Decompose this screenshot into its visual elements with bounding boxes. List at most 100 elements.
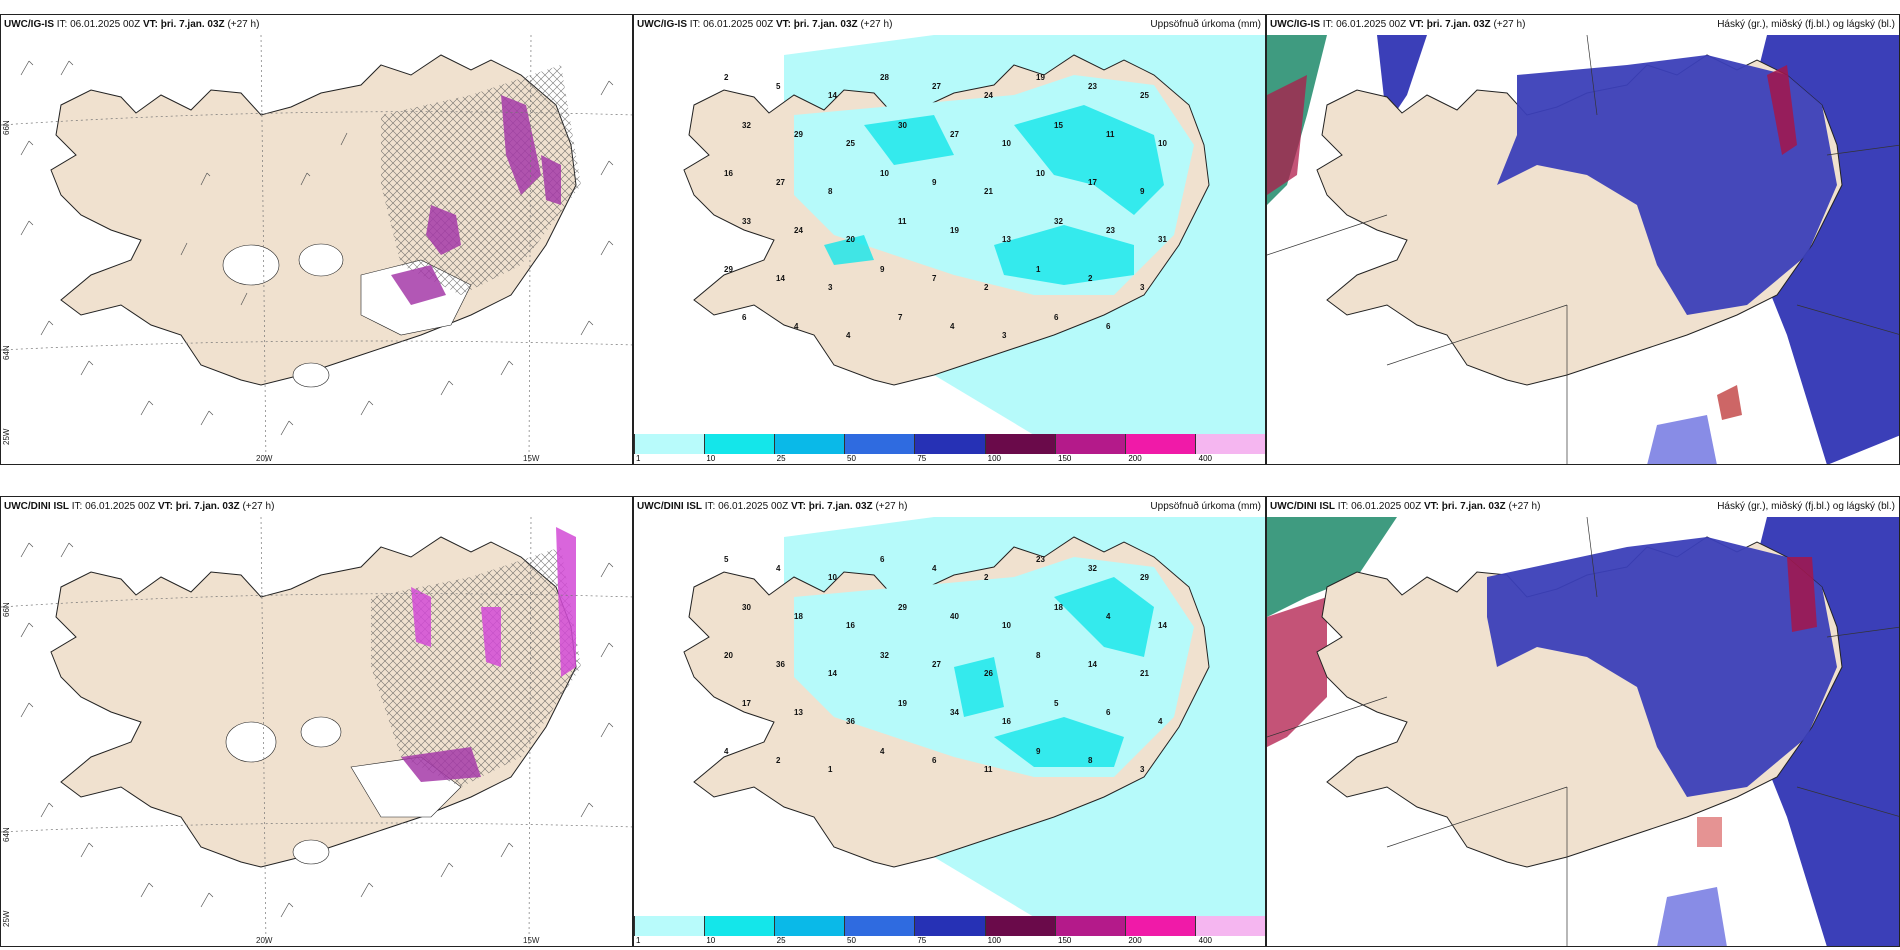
precip-value-label: 29 (794, 130, 803, 139)
precip-value-label: 4 (794, 322, 799, 331)
precip-value-label: 24 (794, 226, 803, 235)
panel-wind-igis: UWC/IG-IS IT: 06.01.2025 00Z VT: þri. 7.… (0, 14, 633, 465)
precip-value-label: 20 (724, 651, 733, 660)
legend-swatch (704, 916, 775, 936)
precip-value-label: 32 (1054, 217, 1063, 226)
legend-swatch (914, 434, 985, 454)
precip-value-label: 27 (932, 660, 941, 669)
precip-value-label: 5 (776, 82, 781, 91)
precip-value-label: 24 (984, 91, 993, 100)
precip-value-labels: 5410642233229301816294010184142036143227… (724, 555, 1167, 774)
lon-label-15w: 15W (523, 454, 540, 463)
precip-value-label: 29 (724, 265, 733, 274)
panel-header: UWC/DINI ISL IT: 06.01.2025 00Z VT: þri.… (4, 501, 275, 512)
legend-tick-label: 1 (636, 936, 641, 945)
lat-label-66: 66N (2, 602, 11, 617)
wind-barbs (20, 542, 614, 918)
precip-value-label: 30 (898, 121, 907, 130)
precip-value-label: 14 (1158, 621, 1167, 630)
precip-value-label: 29 (1140, 573, 1149, 582)
precip-map: 2514282724192325322925302710151110162781… (683, 35, 1265, 435)
precip-legend-labels: 1 10 25 50 75 100 150 200 400 (634, 936, 1265, 946)
precip-value-label: 7 (898, 313, 903, 322)
legend-swatch (1194, 916, 1265, 936)
panel-title: Háský (gr.), miðský (fj.bl.) og lágský (… (1717, 501, 1895, 512)
precip-value-label: 25 (846, 139, 855, 148)
precip-legend (634, 916, 1265, 936)
legend-tick-label: 25 (776, 936, 786, 945)
precip-value-label: 30 (742, 603, 751, 612)
legend-swatch (1124, 434, 1195, 454)
legend-tick-label: 150 (1058, 454, 1072, 463)
precip-value-label: 2 (984, 283, 989, 292)
legend-tick-label: 400 (1198, 936, 1213, 945)
panel-header: UWC/IG-IS IT: 06.01.2025 00Z VT: þri. 7.… (4, 19, 260, 30)
precip-value-label: 28 (880, 73, 889, 82)
precip-value-label: 5 (1054, 699, 1059, 708)
precip-value-label: 4 (776, 564, 781, 573)
panel-precip-igis: UWC/IG-IS IT: 06.01.2025 00Z VT: þri. 7.… (633, 14, 1266, 465)
precip-value-label: 4 (846, 331, 851, 340)
precip-value-label: 6 (880, 555, 885, 564)
legend-tick-label: 200 (1128, 454, 1142, 463)
precip-value-label: 10 (1002, 621, 1011, 630)
precip-value-label: 32 (880, 651, 889, 660)
legend-swatch (844, 916, 915, 936)
precip-value-label: 17 (1088, 178, 1097, 187)
precip-value-label: 33 (742, 217, 751, 226)
wind-map: 66N 64N 25W 20W 15W (1, 517, 632, 946)
precip-value-label: 19 (950, 226, 959, 235)
precip-value-label: 23 (1036, 555, 1045, 564)
precip-value-label: 1 (828, 765, 833, 774)
legend-swatch (704, 434, 775, 454)
precip-value-label: 4 (932, 564, 937, 573)
precip-value-label: 11 (984, 765, 993, 774)
precip-value-label: 2 (724, 73, 729, 82)
precip-value-label: 8 (828, 187, 833, 196)
precip-value-label: 4 (880, 747, 885, 756)
panel-precip-dini: UWC/DINI ISL IT: 06.01.2025 00Z VT: þri.… (633, 496, 1266, 947)
precip-value-label: 3 (1140, 283, 1145, 292)
precip-value-label: 6 (932, 756, 937, 765)
precip-value-label: 14 (828, 91, 837, 100)
precip-value-label: 21 (1140, 669, 1149, 678)
precip-value-label: 8 (1088, 756, 1093, 765)
legend-tick-label: 1 (636, 454, 641, 463)
precip-value-label: 34 (950, 708, 959, 717)
panel-header: UWC/DINI ISL IT: 06.01.2025 00Z VT: þri.… (637, 501, 908, 512)
precip-value-label: 32 (1088, 564, 1097, 573)
precip-value-label: 31 (1158, 235, 1167, 244)
legend-swatch (844, 434, 915, 454)
precip-value-label: 16 (846, 621, 855, 630)
panel-header: UWC/IG-IS IT: 06.01.2025 00Z VT: þri. 7.… (1270, 19, 1526, 30)
legend-tick-label: 200 (1128, 936, 1142, 945)
panel-title: Uppsöfnuð úrkoma (mm) (1150, 19, 1261, 30)
precip-value-label: 11 (1106, 130, 1115, 139)
lon-label-20w: 20W (256, 454, 273, 463)
legend-tick-label: 50 (847, 936, 856, 945)
cloud-map (1267, 517, 1899, 946)
precip-value-label: 14 (1088, 660, 1097, 669)
cloud-map (1267, 35, 1899, 464)
precip-value-label: 9 (1140, 187, 1145, 196)
lon-label-15w: 15W (523, 936, 540, 945)
legend-tick-label: 75 (917, 936, 927, 945)
precip-value-label: 13 (1002, 235, 1011, 244)
precip-value-label: 4 (950, 322, 955, 331)
precip-value-label: 4 (724, 747, 729, 756)
precip-value-label: 6 (1054, 313, 1059, 322)
precip-value-label: 16 (724, 169, 733, 178)
precip-value-label: 17 (742, 699, 751, 708)
precip-value-label: 36 (776, 660, 785, 669)
precip-value-labels: 2514282724192325322925302710151110162781… (724, 73, 1167, 340)
legend-swatch (634, 916, 705, 936)
legend-swatch (984, 916, 1055, 936)
panel-title: Uppsöfnuð úrkoma (mm) (1150, 501, 1261, 512)
precip-value-label: 2 (776, 756, 781, 765)
precip-value-label: 7 (932, 274, 937, 283)
legend-tick-label: 100 (987, 454, 1002, 463)
wind-barbs (20, 60, 614, 436)
precip-value-label: 6 (1106, 322, 1111, 331)
legend-swatch (1124, 916, 1195, 936)
precip-legend-labels: 1 10 25 50 75 100 150 200 400 (634, 454, 1265, 464)
